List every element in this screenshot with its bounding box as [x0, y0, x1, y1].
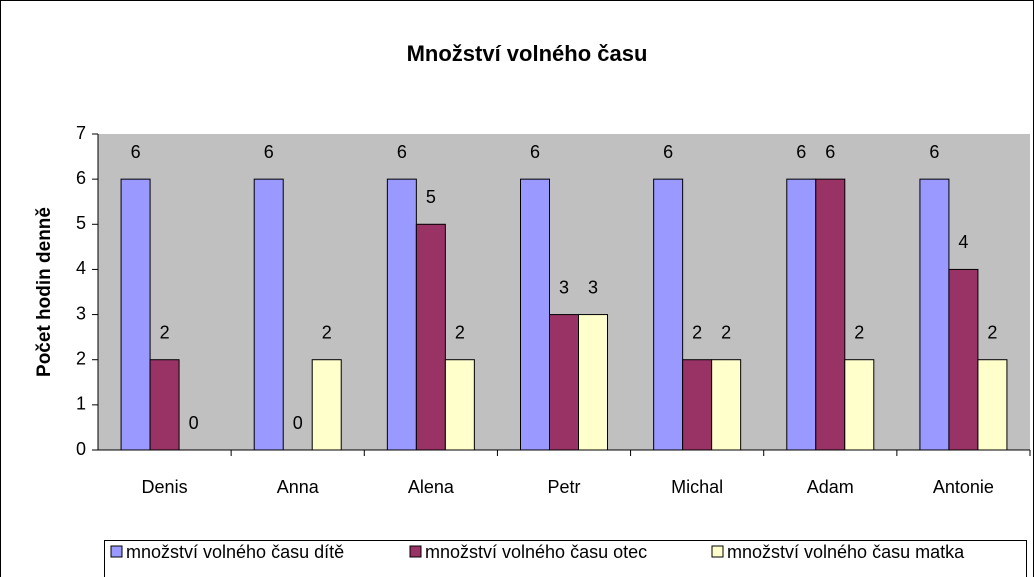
bar [682, 359, 713, 451]
data-label: 2 [322, 322, 332, 342]
legend-label: množství volného času matka [727, 542, 965, 562]
legend-swatch [110, 545, 123, 558]
bar [415, 223, 446, 451]
x-tick-label: Anna [277, 477, 320, 497]
bar [815, 178, 846, 451]
bar [386, 178, 417, 451]
x-tick-label: Alena [408, 477, 455, 497]
bar [549, 314, 579, 451]
y-tick-label: 1 [76, 394, 86, 414]
x-tick-label: Petr [547, 477, 580, 497]
data-label: 0 [293, 413, 303, 433]
bar [977, 359, 1008, 451]
data-label: 2 [987, 322, 997, 342]
y-tick-label: 4 [76, 258, 86, 278]
bar [578, 314, 608, 451]
data-label: 6 [796, 142, 806, 162]
data-label: 5 [426, 187, 436, 207]
data-label: 6 [825, 142, 835, 162]
bar [520, 178, 550, 451]
legend-label: množství volného času otec [425, 542, 647, 562]
data-label: 6 [131, 142, 141, 162]
y-tick-label: 7 [76, 123, 86, 143]
data-label: 6 [264, 142, 274, 162]
data-label: 2 [854, 322, 864, 342]
y-tick-label: 6 [76, 168, 86, 188]
chart-title: Množství volného času [407, 41, 648, 66]
bar [711, 359, 742, 451]
y-tick-label: 3 [76, 303, 86, 323]
x-tick-label: Michal [671, 477, 723, 497]
data-label: 3 [588, 277, 598, 297]
legend-swatch [409, 545, 422, 558]
data-label: 3 [559, 277, 569, 297]
data-label: 2 [455, 322, 465, 342]
bar [253, 178, 284, 451]
y-axis-label: Počet hodin denně [34, 207, 55, 377]
y-tick-label: 2 [76, 348, 86, 368]
data-label: 6 [663, 142, 673, 162]
bar [786, 178, 817, 451]
data-label: 6 [929, 142, 939, 162]
bar [311, 359, 342, 451]
bar [653, 178, 684, 451]
y-tick-label: 0 [76, 439, 86, 459]
bar [120, 178, 151, 451]
legend-swatch [711, 545, 724, 558]
data-label: 2 [160, 322, 170, 342]
data-label: 4 [958, 232, 968, 252]
bar [444, 359, 475, 451]
x-tick-label: Antonie [933, 477, 994, 497]
data-label: 6 [397, 142, 407, 162]
bar [149, 359, 180, 451]
data-label: 2 [721, 322, 731, 342]
bar [844, 359, 875, 451]
data-label: 2 [692, 322, 702, 342]
legend-label: množství volného času dítě [126, 542, 344, 562]
bar [948, 268, 979, 451]
x-tick-label: Denis [142, 477, 188, 497]
bar [919, 178, 950, 451]
y-tick-label: 5 [76, 213, 86, 233]
legend-box [104, 540, 1027, 577]
data-label: 6 [530, 142, 540, 162]
x-tick-label: Adam [807, 477, 854, 497]
data-label: 0 [189, 413, 199, 433]
